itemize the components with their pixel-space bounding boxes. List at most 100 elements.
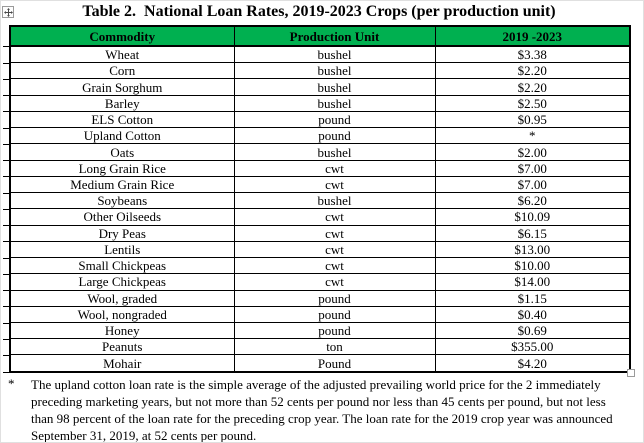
- row-border-tick: [3, 176, 10, 178]
- row-border-tick: [3, 127, 10, 129]
- production-unit-cell: cwt: [233, 257, 436, 275]
- rate-cell: $7.00: [434, 159, 631, 177]
- production-unit-cell: ton: [233, 338, 436, 356]
- row-border-tick: [3, 111, 10, 113]
- commodity-cell: Upland Cotton: [9, 127, 235, 145]
- production-unit-cell: pound: [233, 289, 436, 307]
- rate-cell: $355.00: [434, 338, 631, 356]
- table-title: Table 2. National Loan Rates, 2019-2023 …: [82, 3, 556, 20]
- table-row: Wheat bushel $3.38: [9, 45, 631, 64]
- rate-cell: $10.00: [434, 257, 631, 275]
- production-unit-cell: cwt: [233, 175, 436, 194]
- row-border-tick: [3, 290, 10, 292]
- table-row: Large Chickpeas cwt $14.00: [9, 273, 631, 291]
- commodity-cell: Large Chickpeas: [9, 273, 235, 291]
- row-border-tick: [3, 208, 10, 210]
- commodity-cell: Wheat: [9, 45, 235, 64]
- rate-cell: $0.40: [434, 305, 631, 324]
- commodity-cell: Grain Sorghum: [9, 78, 235, 96]
- rate-cell: $14.00: [434, 273, 631, 291]
- commodity-cell: Other Oilseeds: [9, 208, 235, 226]
- table-move-handle-icon[interactable]: [2, 6, 14, 18]
- production-unit-cell: pound: [233, 127, 436, 145]
- rate-cell: $2.20: [434, 78, 631, 96]
- table-row: Grain Sorghum bushel $2.20: [9, 78, 631, 96]
- rate-cell: *: [434, 127, 631, 145]
- table-row: Peanuts ton $355.00: [9, 338, 631, 356]
- footnote-line: than 98 percent of the loan rate for the…: [31, 411, 613, 426]
- production-unit-cell: pound: [233, 305, 436, 324]
- move-arrows-glyph: [3, 7, 13, 17]
- table-row: Wool, nongraded pound $0.40: [9, 305, 631, 324]
- table-row: Small Chickpeas cwt $10.00: [9, 257, 631, 275]
- production-unit-cell: bushel: [233, 78, 436, 96]
- loan-rates-table-body: Wheat bushel $3.38 Corn bushel $2.20 Grain Sor…: [9, 45, 631, 373]
- commodity-cell: Honey: [9, 321, 235, 340]
- rate-cell: $4.20: [434, 354, 631, 373]
- row-border-tick: [3, 192, 10, 194]
- table-row: Corn bushel $2.20: [9, 62, 631, 80]
- header-row: Commodity Production Unit 2019 -2023: [9, 25, 631, 47]
- table-row: ELS Cotton pound $0.95: [9, 110, 631, 129]
- production-unit-cell: Pound: [233, 354, 436, 373]
- commodity-cell: Wool, graded: [9, 289, 235, 307]
- commodity-cell: Small Chickpeas: [9, 257, 235, 275]
- row-border-tick: [3, 78, 10, 80]
- rate-cell: $1.15: [434, 289, 631, 307]
- commodity-cell: Wool, nongraded: [9, 305, 235, 324]
- table-row: Lentils cwt $13.00: [9, 240, 631, 259]
- commodity-cell: Long Grain Rice: [9, 159, 235, 177]
- table-row: Wool, graded pound $1.15: [9, 289, 631, 307]
- rate-cell: $10.09: [434, 208, 631, 226]
- table-row: Medium Grain Rice cwt $7.00: [9, 175, 631, 194]
- column-header-production-unit: Production Unit: [233, 25, 436, 47]
- footnote-line: preceding marketing years, but not more …: [31, 394, 606, 409]
- production-unit-cell: cwt: [233, 159, 436, 177]
- production-unit-cell: bushel: [233, 143, 436, 161]
- production-unit-cell: cwt: [233, 273, 436, 291]
- rate-cell: $7.00: [434, 175, 631, 194]
- commodity-cell: Barley: [9, 94, 235, 112]
- rate-cell: $0.69: [434, 321, 631, 340]
- production-unit-cell: cwt: [233, 240, 436, 259]
- loan-rates-table: Commodity Production Unit 2019 -2023 Whe…: [9, 25, 631, 373]
- row-border-tick: [3, 338, 10, 340]
- table-row: Dry Peas cwt $6.15: [9, 224, 631, 242]
- end-of-table-marker-icon: [627, 369, 635, 377]
- rate-cell: $2.20: [434, 62, 631, 80]
- table-row: Upland Cotton pound *: [9, 127, 631, 145]
- rate-cell: $6.20: [434, 192, 631, 210]
- row-border-tick: [3, 143, 10, 145]
- table-row: Soybeans bushel $6.20: [9, 192, 631, 210]
- commodity-cell: ELS Cotton: [9, 110, 235, 129]
- footnote-line: The upland cotton loan rate is the simpl…: [31, 377, 601, 392]
- commodity-cell: Oats: [9, 143, 235, 161]
- footnote-line: September 31, 2019, at 52 cents per poun…: [31, 428, 257, 443]
- row-border-tick: [3, 160, 10, 162]
- production-unit-cell: pound: [233, 321, 436, 340]
- commodity-cell: Soybeans: [9, 192, 235, 210]
- commodity-cell: Corn: [9, 62, 235, 80]
- production-unit-cell: pound: [233, 110, 436, 129]
- commodity-cell: Medium Grain Rice: [9, 175, 235, 194]
- commodity-cell: Dry Peas: [9, 224, 235, 242]
- table-row: Long Grain Rice cwt $7.00: [9, 159, 631, 177]
- column-header-rate-period: 2019 -2023: [434, 25, 631, 47]
- production-unit-cell: cwt: [233, 208, 436, 226]
- footnote-marker: *: [8, 376, 15, 391]
- table-row: Barley bushel $2.50: [9, 94, 631, 112]
- table-row: Oats bushel $2.00: [9, 143, 631, 161]
- row-border-tick: [3, 62, 10, 64]
- table-row: Honey pound $0.69: [9, 321, 631, 340]
- row-border-tick: [3, 306, 10, 308]
- production-unit-cell: bushel: [233, 94, 436, 112]
- rate-cell: $2.00: [434, 143, 631, 161]
- production-unit-cell: cwt: [233, 224, 436, 242]
- row-border-tick: [3, 241, 10, 243]
- table-row: Other Oilseeds cwt $10.09: [9, 208, 631, 226]
- row-border-tick: [3, 257, 10, 259]
- rate-cell: $0.95: [434, 110, 631, 129]
- footnote-text: The upland cotton loan rate is the simpl…: [31, 376, 635, 443]
- rate-cell: $6.15: [434, 224, 631, 242]
